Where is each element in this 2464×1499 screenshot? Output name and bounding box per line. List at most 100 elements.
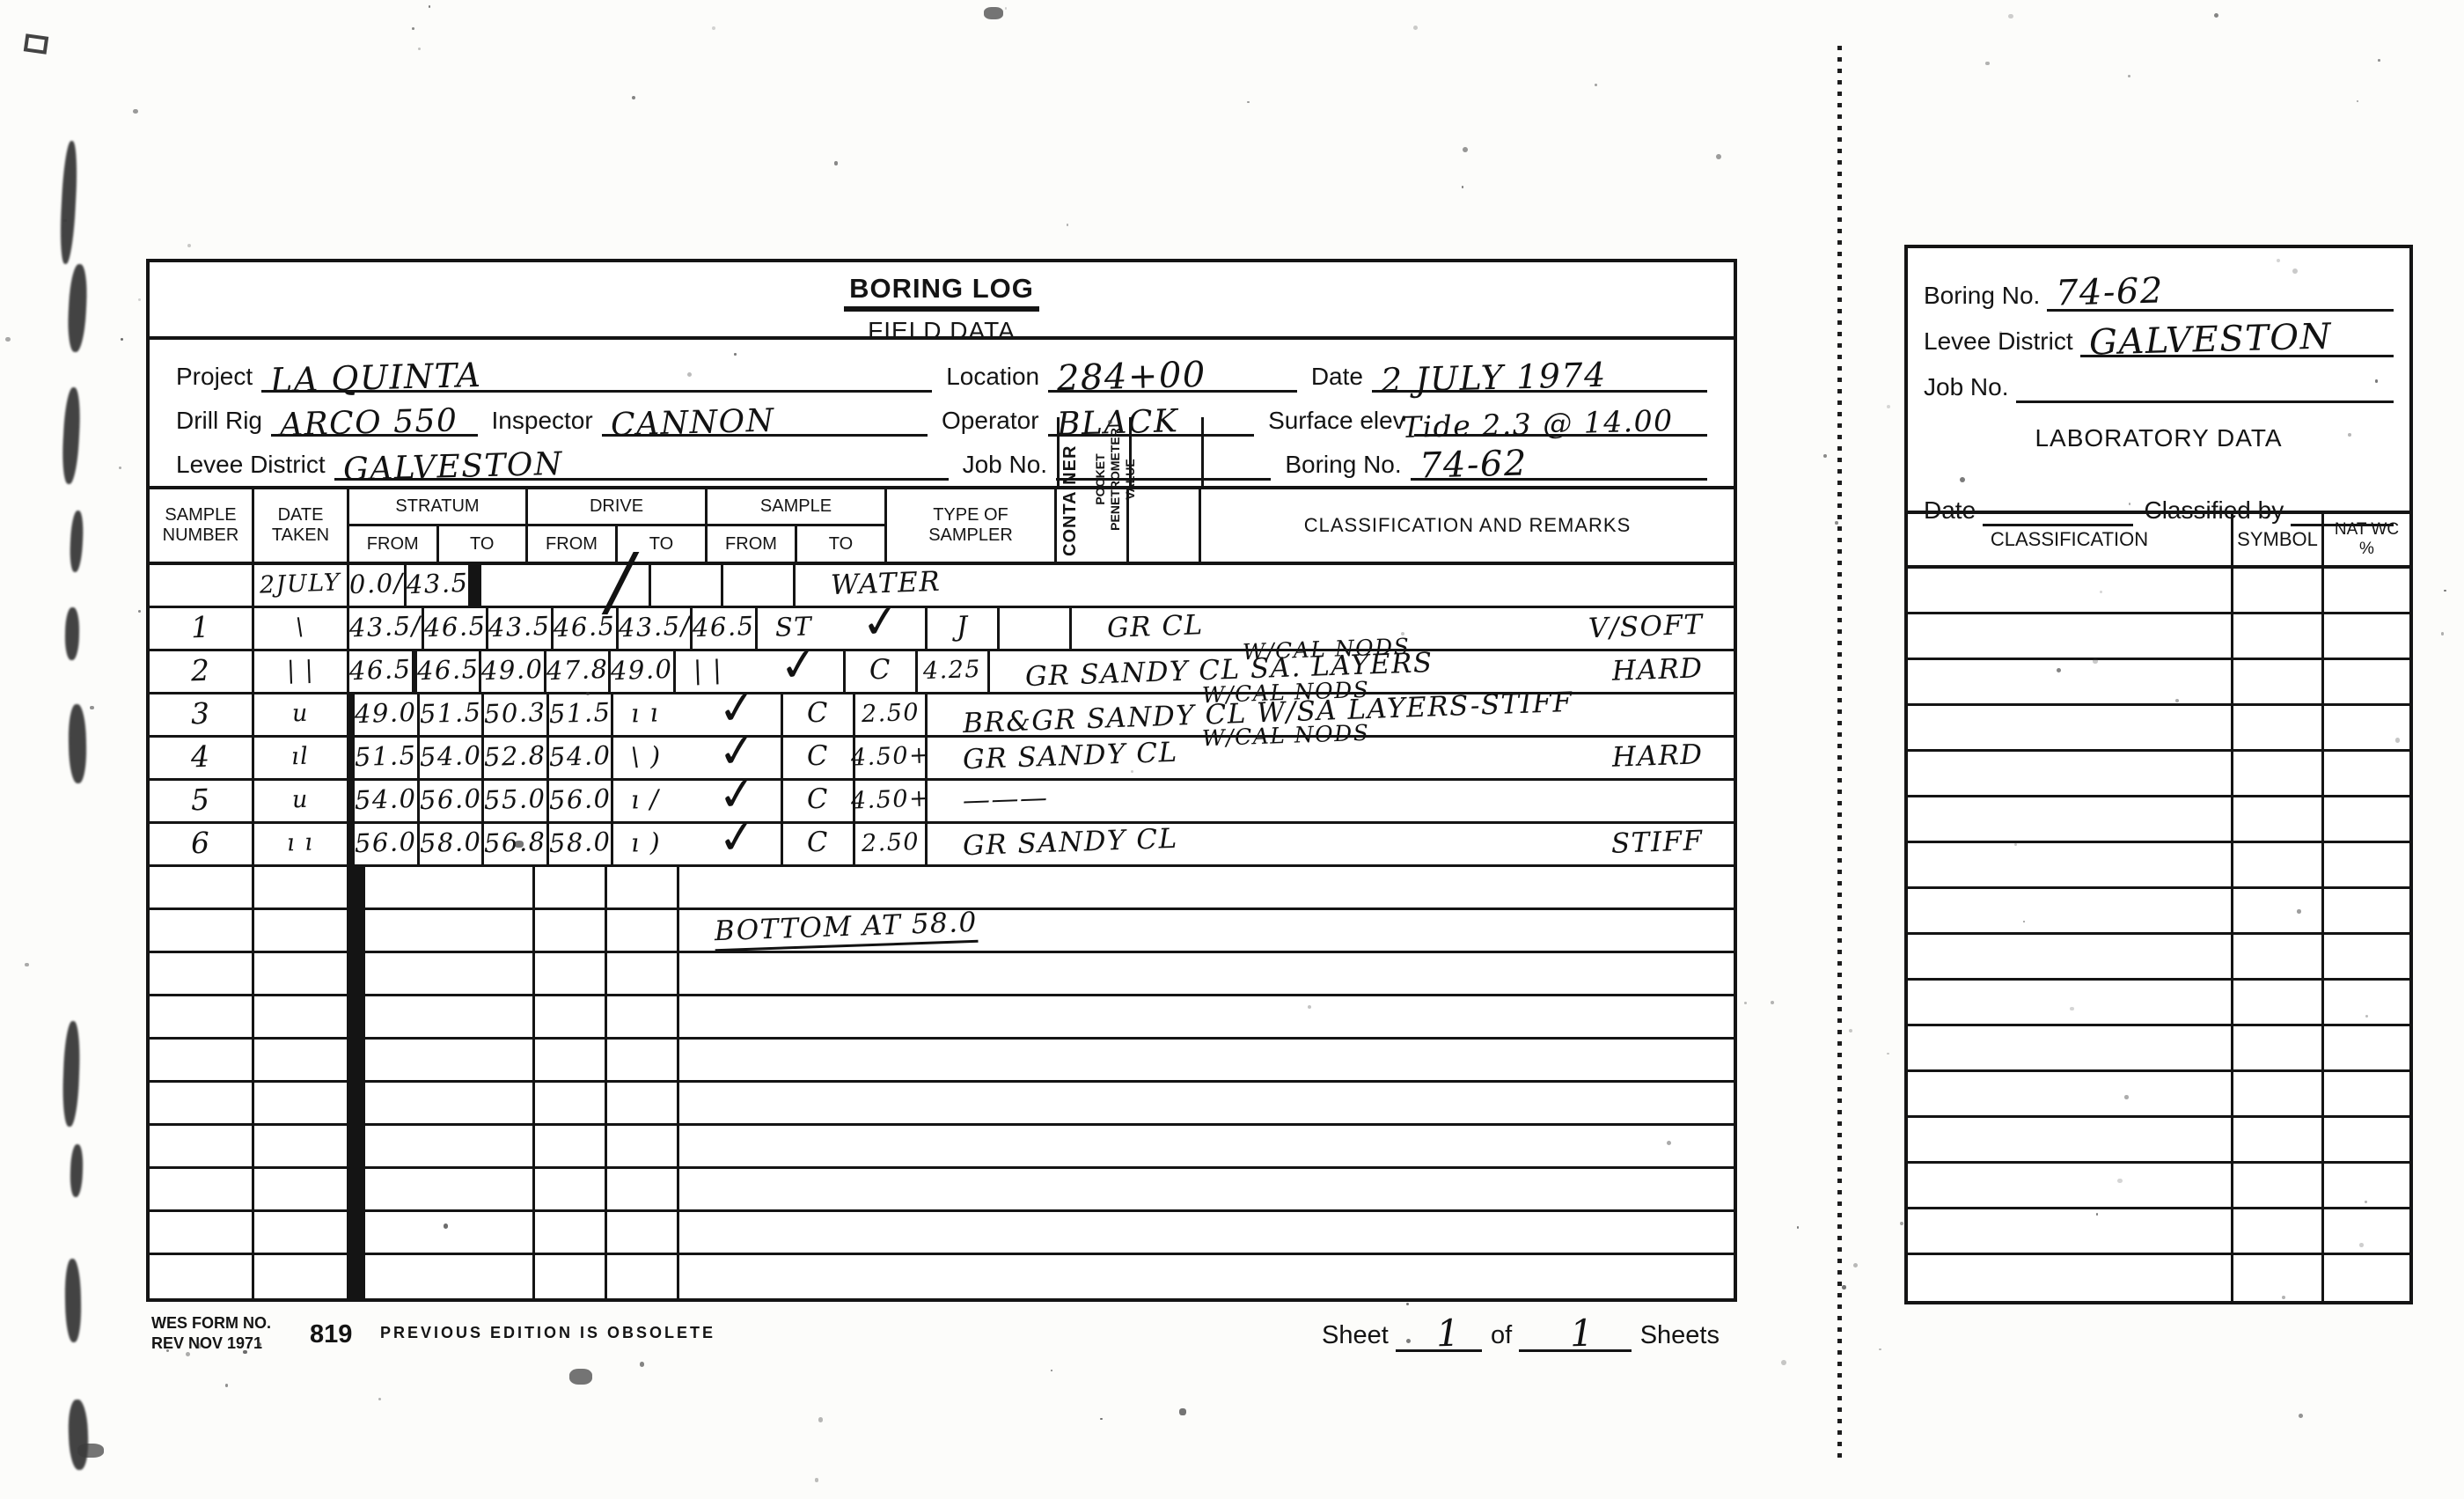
lab-cell-symbol [2233,569,2324,612]
cell-sample-to [363,996,365,1037]
cell-classification-remarks: WATER [796,565,1734,606]
lab-levee-district-field: GALVESTON [2079,316,2394,364]
wes-form-no-line1: WES FORM NO. [151,1314,271,1332]
cell-container: C [783,824,856,864]
project-label: Project [176,363,253,390]
levee-district-field: GALVESTON [334,440,949,488]
lab-col-classification: CLASSIFICATION [1908,514,2233,565]
lab-job-no-field [2015,363,2394,403]
lab-boring-no-field: 74-62 [2047,270,2394,314]
cell-sample-number [150,953,254,994]
remark-consistency: HARD [1611,738,1705,774]
handwritten-value: 43.5 [406,567,469,600]
cell-drive-to [357,953,360,994]
cell-type-of-sampler: ı ı ✓ [613,680,784,737]
cell-type-of-sampler [365,1169,535,1209]
handwritten-value: 2 [190,652,211,687]
date-label: Date [1310,363,1363,390]
lab-cell-nat-wc [2324,889,2409,932]
scan-speck [1100,1418,1103,1421]
handwritten-value: 56.0 [418,783,482,816]
lab-title: LABORATORY DATA [2035,424,2283,452]
cell-sample-number: 6 [150,824,254,864]
lab-cell-nat-wc [2324,614,2409,658]
cell-penetrometer [607,910,679,951]
cell-stratum-to [352,781,355,821]
cell-stratum-to: 43.5 [406,565,472,606]
drive-to-label: TO [649,534,674,554]
cell-stratum-to [352,867,355,907]
scan-blob [984,7,1003,19]
lab-cell-nat-wc [2324,843,2409,886]
scan-speck [1985,61,1990,66]
cell-stratum-to [352,824,355,864]
lab-cell-classification [1908,1072,2233,1115]
handwritten-value: 54.0 [418,739,482,773]
lab-cell-symbol [2233,1026,2324,1069]
cell-type-of-sampler [365,910,535,951]
col-group-drive: DRIVE FROM TO [528,489,708,562]
cell-drive-to [357,1083,360,1123]
scan-speck [1849,1028,1853,1032]
cell-penetrometer [607,1169,679,1209]
lab-cell-classification [1908,935,2233,978]
cell-drive-to [357,1255,360,1298]
cell-penetrometer [607,1040,679,1080]
handwritten-value: C [806,783,830,816]
handwritten-value: | | [693,654,723,686]
cell-classification-remarks [679,996,1734,1037]
boring-table-row [150,1212,1734,1255]
cell-date-taken [254,1169,349,1209]
lab-date-row: Date Classified by [1924,481,2394,526]
levee-district-label: Levee District [176,451,326,478]
operator-label: Operator [942,407,1039,434]
date-field: 2 JULY 1974 [1371,352,1707,400]
column-extension-line [1201,417,1204,486]
scan-speck [412,27,415,30]
cell-sample-to [363,1083,365,1123]
cell-type-of-sampler [365,1255,535,1298]
checkmark-icon: ✓ [777,636,821,694]
scan-smudge [69,1143,84,1198]
cell-stratum-to [352,1040,355,1080]
job-no-field [1056,440,1272,481]
boring-table-row: 5 u 54.0 56.0 55.0 56.0 ı / ✓ C 4.50+ ——— [150,767,1734,824]
col-header-container: CONTAINER [1057,445,1129,562]
inspector-field: CANNON [601,396,928,443]
cell-stratum-from [349,1040,352,1080]
cell-sample-to: 49.0 [611,651,676,692]
cell-stratum-from: 0.0/ [348,565,407,606]
cell-classification-remarks [679,867,1734,907]
cell-penetrometer [607,1255,679,1298]
handwritten-value: 51.5 [548,696,612,730]
cell-date-taken: | | [254,651,349,692]
handwritten-value: 49.0 [480,653,545,687]
handwritten-value: C [806,739,830,773]
form-title-block: BORING LOG FIELD DATA [150,262,1734,344]
cell-sample-from [360,1255,363,1298]
handwritten-value: 56.0 [354,826,418,859]
cell-date-taken [254,1040,349,1080]
cell-date-taken [254,1212,349,1253]
stratum-to-label: TO [470,534,495,554]
handwritten-value: 6 [190,825,211,860]
cell-container [535,910,607,951]
sample-from-label: FROM [708,526,797,562]
lab-cell-symbol [2233,706,2324,749]
scan-smudge [61,1020,82,1128]
cell-sample-to: 56.0 [548,781,614,821]
stratum-from-label: FROM [349,526,439,562]
lab-cell-nat-wc [2324,569,2409,612]
cell-container [535,1126,607,1166]
scan-speck [2127,74,2131,78]
boring-table-body: 2JULY 0.0/43.5/WATER 1 \ 43.5/46.5 43.5 46.5 43… [150,544,1734,1298]
lab-cell-nat-wc [2324,1118,2409,1161]
lab-cell-nat-wc [2324,752,2409,795]
cell-sample-to [363,953,365,994]
boring-table-row [150,1040,1734,1083]
lab-cell-nat-wc [2324,935,2409,978]
form-title: BORING LOG [844,273,1039,312]
cell-sample-to [363,1040,365,1080]
lab-cell-classification [1908,1118,2233,1161]
cell-stratum-from: 43.5/ [348,608,424,649]
